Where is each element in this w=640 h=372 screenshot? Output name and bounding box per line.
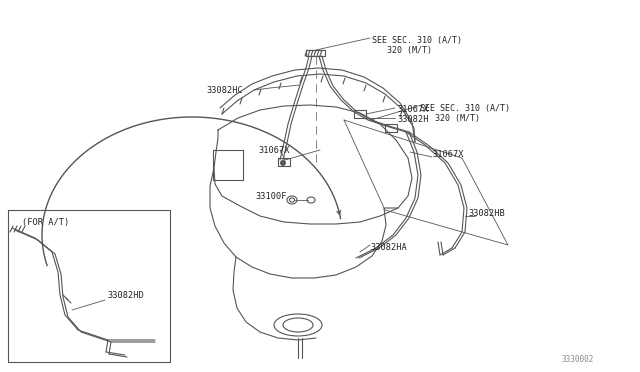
Text: 33082HB: 33082HB: [468, 208, 505, 218]
Text: 33082H: 33082H: [397, 115, 429, 124]
Text: 3330002: 3330002: [562, 356, 595, 365]
Text: 33082HA: 33082HA: [370, 244, 407, 253]
Text: SEE SEC. 310 (A/T)
   320 (M/T): SEE SEC. 310 (A/T) 320 (M/T): [420, 104, 510, 124]
Text: 31067X: 31067X: [258, 145, 289, 154]
Text: 33082HD: 33082HD: [107, 291, 144, 300]
Text: 31067X: 31067X: [432, 150, 463, 158]
Text: (FOR A/T): (FOR A/T): [22, 218, 69, 227]
Text: 31067X: 31067X: [397, 105, 429, 113]
Circle shape: [280, 160, 286, 166]
Text: SEE SEC. 310 (A/T)
   320 (M/T): SEE SEC. 310 (A/T) 320 (M/T): [372, 36, 462, 55]
Text: 33100F: 33100F: [255, 192, 287, 201]
Text: 33082HC: 33082HC: [206, 86, 243, 94]
